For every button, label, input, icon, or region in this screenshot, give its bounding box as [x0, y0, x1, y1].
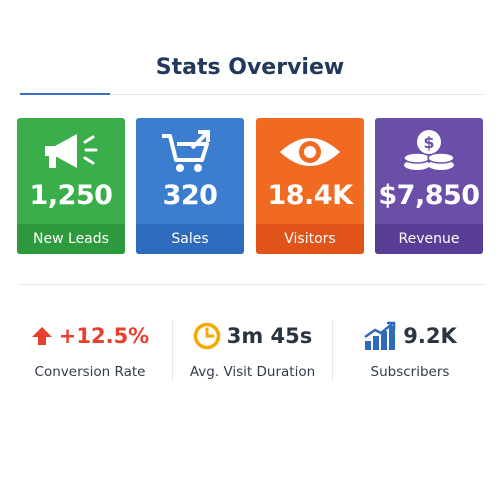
bar-chart-growth-icon — [364, 321, 396, 350]
top-divider — [110, 94, 485, 95]
megaphone-icon — [17, 126, 125, 178]
svg-text:$: $ — [423, 133, 434, 152]
card-value: $7,850 — [378, 180, 480, 211]
eye-icon — [256, 126, 364, 178]
title-accent-line — [20, 93, 110, 95]
card-label: Visitors — [256, 224, 364, 254]
clock-icon — [193, 322, 220, 350]
metric-avg-visit-duration: 3m 45s Avg. Visit Duration — [180, 318, 325, 388]
card-value: 18.4K — [267, 180, 353, 211]
card-value: 1,250 — [29, 180, 113, 211]
metric-conversion-rate: +12.5% Conversion Rate — [20, 318, 160, 388]
metric-label: Avg. Visit Duration — [189, 364, 316, 380]
metric-value: 3m 45s — [226, 324, 313, 348]
card-new-leads: 1,250 New Leads — [17, 118, 125, 254]
card-label: Sales — [136, 224, 244, 254]
metric-subscribers: 9.2K Subscribers — [340, 318, 480, 388]
page-title: Stats Overview — [155, 55, 345, 80]
card-revenue: $ $7,850 Revenue — [375, 118, 483, 254]
metric-divider — [172, 320, 173, 382]
arrow-up-icon — [31, 327, 52, 345]
shopping-cart-icon — [136, 126, 244, 178]
metric-value: 9.2K — [403, 324, 457, 348]
metric-divider — [332, 320, 333, 382]
card-value: 320 — [162, 180, 218, 211]
metric-label: Conversion Rate — [34, 364, 146, 380]
card-sales: 320 Sales — [136, 118, 244, 254]
middle-divider — [20, 284, 485, 285]
metric-value: +12.5% — [58, 324, 150, 348]
card-label: Revenue — [375, 224, 483, 254]
card-label: New Leads — [17, 224, 125, 254]
card-visitors: 18.4K Visitors — [256, 118, 364, 254]
metric-label: Subscribers — [370, 364, 450, 380]
coins-icon: $ — [375, 126, 483, 178]
